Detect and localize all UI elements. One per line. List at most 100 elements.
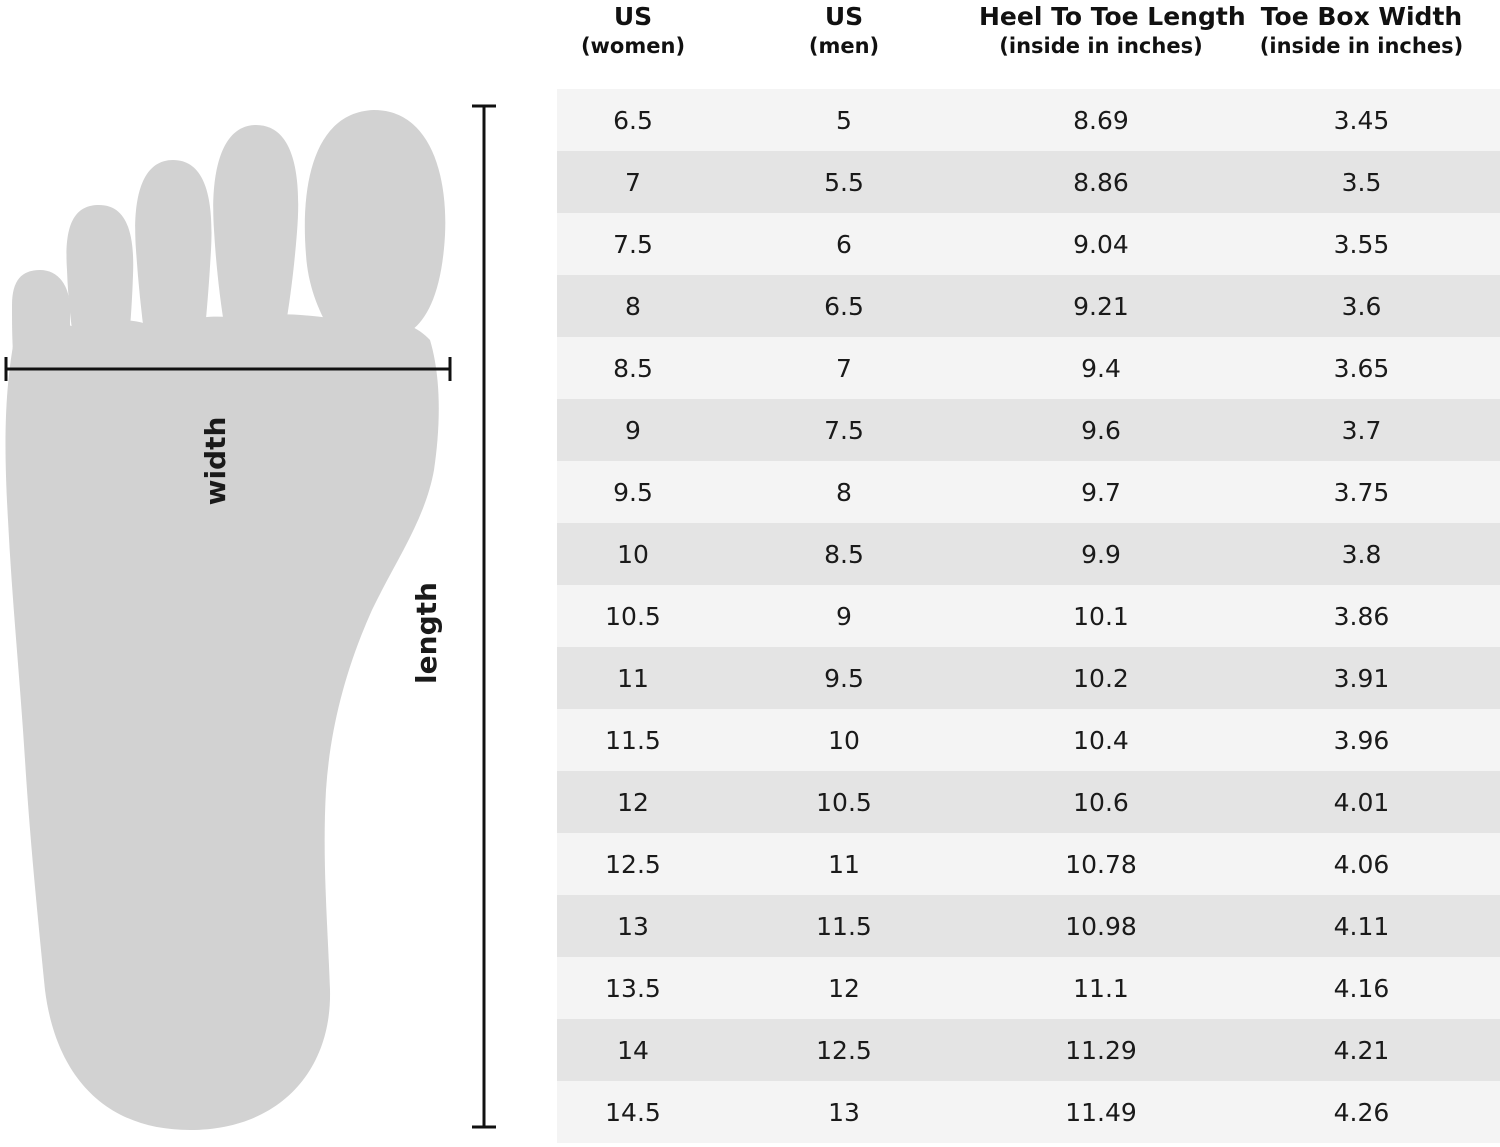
table-row: 12 10.5 10.6 4.01 [557, 771, 1500, 833]
cell-us-women: 12.5 [605, 849, 661, 879]
table-row: 9.5 8 9.7 3.75 [557, 461, 1500, 523]
cell-heel-to-toe-length: 11.1 [1073, 973, 1129, 1003]
third-toe-shape [135, 160, 212, 340]
cell-toe-box-width: 3.45 [1333, 105, 1390, 135]
table-row: 14 12.5 11.29 4.21 [557, 1019, 1500, 1081]
cell-toe-box-width: 3.75 [1333, 477, 1390, 507]
cell-heel-to-toe-length: 10.1 [1073, 601, 1129, 631]
header-us-men: US (men) [709, 0, 979, 88]
cell-us-women: 11.5 [605, 725, 661, 755]
foot-measurement-figure: width length [0, 0, 560, 1147]
cell-heel-to-toe-length: 10.6 [1073, 787, 1129, 817]
cell-us-men: 8.5 [824, 539, 864, 569]
foot-diagram [4, 104, 496, 1130]
cell-us-women: 14.5 [605, 1097, 661, 1127]
size-chart-table: US (women) US (men) Heel To Toe Length (… [557, 0, 1500, 1143]
cell-us-women: 12 [617, 787, 649, 817]
header-heel-to-toe-length: Heel To Toe Length (inside in inches) [979, 0, 1246, 88]
cell-heel-to-toe-length: 9.9 [1081, 539, 1121, 569]
table-row: 8.5 7 9.4 3.65 [557, 337, 1500, 399]
cell-us-women: 13 [617, 911, 649, 941]
cell-toe-box-width: 4.11 [1333, 911, 1390, 941]
cell-us-women: 11 [617, 663, 649, 693]
cell-us-women: 8.5 [613, 353, 653, 383]
cell-us-men: 10.5 [816, 787, 872, 817]
cell-us-men: 7 [836, 353, 852, 383]
measurement-lines [4, 104, 496, 1129]
cell-us-women: 9.5 [613, 477, 653, 507]
cell-toe-box-width: 4.21 [1333, 1035, 1390, 1065]
cell-us-men: 9.5 [824, 663, 864, 693]
cell-toe-box-width: 3.6 [1341, 291, 1382, 321]
cell-heel-to-toe-length: 9.6 [1081, 415, 1121, 445]
length-label: length [410, 582, 443, 684]
table-row: 11 9.5 10.2 3.91 [557, 647, 1500, 709]
cell-toe-box-width: 3.8 [1341, 539, 1382, 569]
cell-us-women: 7 [625, 167, 641, 197]
cell-us-women: 14 [617, 1035, 649, 1065]
cell-toe-box-width: 3.96 [1333, 725, 1390, 755]
table-header-row: US (women) US (men) Heel To Toe Length (… [557, 0, 1500, 88]
cell-toe-box-width: 3.91 [1333, 663, 1390, 693]
header-sub-label: (men) [808, 34, 880, 58]
fourth-toe-shape [66, 205, 134, 350]
cell-heel-to-toe-length: 10.2 [1073, 663, 1129, 693]
cell-heel-to-toe-length: 9.4 [1081, 353, 1121, 383]
table-row: 8 6.5 9.21 3.6 [557, 275, 1500, 337]
table-row: 13.5 12 11.1 4.16 [557, 957, 1500, 1019]
header-main-label: US [613, 2, 653, 31]
cell-heel-to-toe-length: 9.21 [1073, 291, 1129, 321]
table-row: 13 11.5 10.98 4.11 [557, 895, 1500, 957]
cell-us-women: 10 [617, 539, 649, 569]
foot-silhouette-icon [5, 110, 446, 1130]
cell-us-men: 8 [836, 477, 852, 507]
cell-us-men: 6.5 [824, 291, 864, 321]
cell-heel-to-toe-length: 11.49 [1065, 1097, 1137, 1127]
header-sub-label: (inside in inches) [999, 34, 1203, 58]
cell-us-women: 7.5 [613, 229, 653, 259]
table-row: 9 7.5 9.6 3.7 [557, 399, 1500, 461]
header-sub-label: (women) [580, 34, 686, 58]
cell-us-men: 12 [828, 973, 860, 1003]
cell-us-men: 10 [828, 725, 860, 755]
cell-heel-to-toe-length: 8.69 [1073, 105, 1129, 135]
cell-heel-to-toe-length: 9.04 [1073, 229, 1129, 259]
cell-heel-to-toe-length: 10.4 [1073, 725, 1129, 755]
cell-us-men: 12.5 [816, 1035, 872, 1065]
cell-us-women: 6.5 [613, 105, 653, 135]
foot-body-shape [5, 314, 439, 1130]
cell-toe-box-width: 4.26 [1333, 1097, 1390, 1127]
cell-us-men: 5 [836, 105, 852, 135]
cell-us-women: 13.5 [605, 973, 661, 1003]
cell-us-women: 10.5 [605, 601, 661, 631]
header-main-label: Heel To Toe Length [979, 2, 1246, 31]
cell-us-men: 5.5 [824, 167, 864, 197]
table-row: 6.5 5 8.69 3.45 [557, 89, 1500, 151]
table-row: 12.5 11 10.78 4.06 [557, 833, 1500, 895]
header-main-label: Toe Box Width [1260, 2, 1463, 31]
cell-us-men: 13 [828, 1097, 860, 1127]
cell-us-men: 11.5 [816, 911, 872, 941]
table-row: 10.5 9 10.1 3.86 [557, 585, 1500, 647]
table-body: 6.5 5 8.69 3.45 7 5.5 8.86 3.5 7.5 6 9.0… [557, 89, 1500, 1143]
cell-toe-box-width: 3.5 [1341, 167, 1382, 197]
header-sub-label: (inside in inches) [1259, 34, 1464, 58]
second-toe-shape [213, 125, 299, 330]
cell-heel-to-toe-length: 10.78 [1065, 849, 1137, 879]
cell-toe-box-width: 3.65 [1333, 353, 1390, 383]
cell-us-men: 11 [828, 849, 860, 879]
table-row: 11.5 10 10.4 3.96 [557, 709, 1500, 771]
header-main-label: US [824, 2, 864, 31]
cell-us-men: 9 [836, 601, 852, 631]
cell-heel-to-toe-length: 9.7 [1081, 477, 1121, 507]
cell-heel-to-toe-length: 8.86 [1073, 167, 1129, 197]
cell-toe-box-width: 4.06 [1333, 849, 1390, 879]
table-row: 7 5.5 8.86 3.5 [557, 151, 1500, 213]
big-toe-shape [304, 110, 446, 330]
cell-toe-box-width: 3.55 [1333, 229, 1390, 259]
cell-heel-to-toe-length: 10.98 [1065, 911, 1137, 941]
cell-us-men: 6 [836, 229, 852, 259]
cell-heel-to-toe-length: 11.29 [1065, 1035, 1137, 1065]
header-toe-box-width: Toe Box Width (inside in inches) [1223, 0, 1500, 88]
cell-toe-box-width: 3.7 [1341, 415, 1382, 445]
